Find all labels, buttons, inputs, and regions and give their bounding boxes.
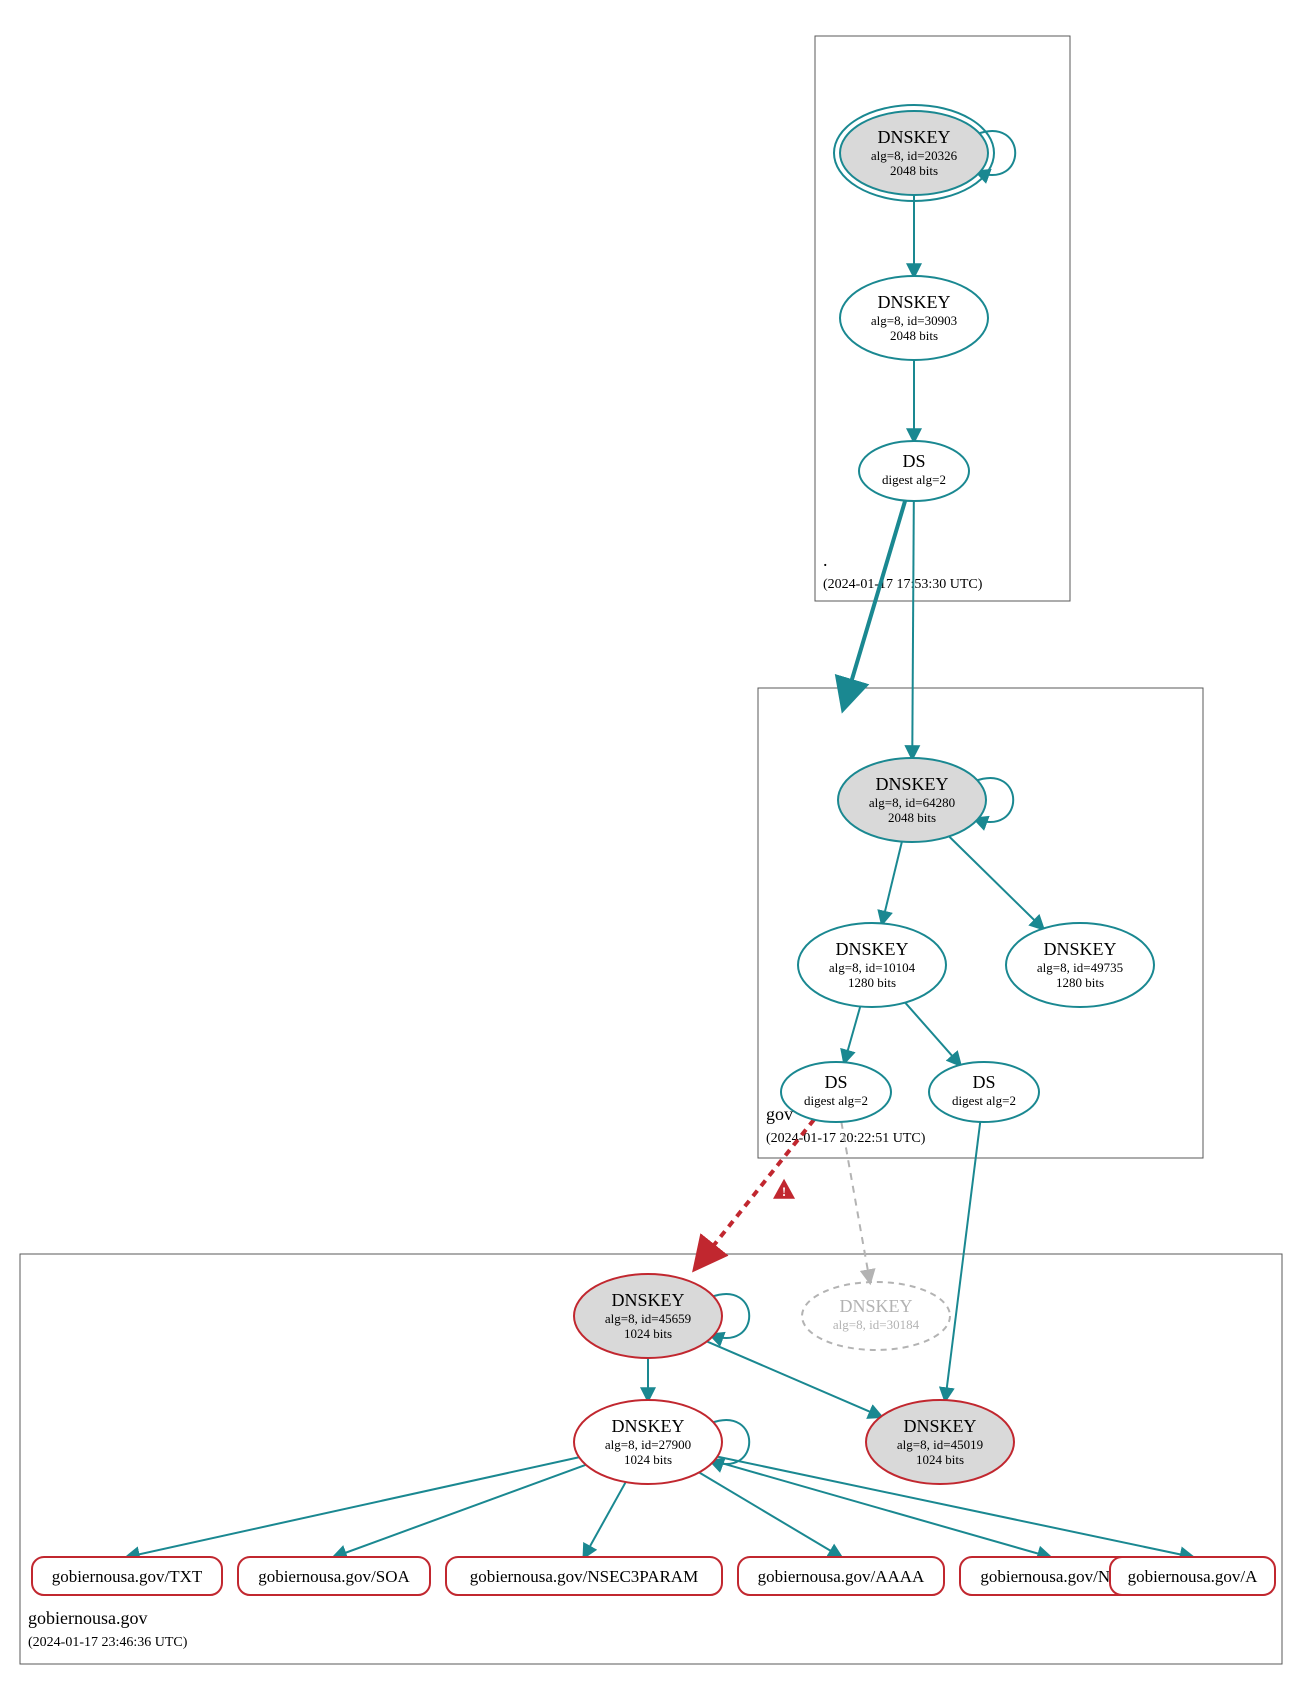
node-title: DNSKEY [1043,939,1116,959]
node-title: DNSKEY [903,1416,976,1436]
record-label: gobiernousa.gov/AAAA [758,1567,925,1586]
node-root_ds: DSdigest alg=2 [859,441,969,501]
edge [949,836,1043,928]
node-title: DNSKEY [839,1296,912,1316]
edge [127,1457,579,1557]
node-sub1: alg=8, id=49735 [1037,960,1123,975]
node-sub2: 1024 bits [624,1326,672,1341]
edge [699,1472,841,1557]
record-rec_txt: gobiernousa.gov/TXT [32,1557,222,1595]
edge [334,1465,586,1557]
node-gob_ksk2: DNSKEYalg=8, id=450191024 bits [866,1400,1014,1484]
zone-label: gobiernousa.gov [28,1608,147,1628]
record-rec_aaaa: gobiernousa.gov/AAAA [738,1557,944,1595]
edge [844,1006,860,1062]
record-label: gobiernousa.gov/NS [980,1567,1119,1586]
node-gob_ksk: DNSKEYalg=8, id=456591024 bits [574,1274,722,1358]
node-title: DNSKEY [835,939,908,959]
edge [714,1461,1050,1557]
node-sub2: 2048 bits [888,810,936,825]
edge [584,1482,626,1557]
record-rec_soa: gobiernousa.gov/SOA [238,1557,430,1595]
node-sub2: 1024 bits [624,1452,672,1467]
node-sub1: digest alg=2 [804,1093,868,1108]
node-title: DS [972,1072,995,1092]
zone-timestamp: (2024-01-17 20:22:51 UTC) [766,1131,926,1146]
record-label: gobiernousa.gov/SOA [258,1567,410,1586]
node-sub1: alg=8, id=45659 [605,1311,691,1326]
zone-label: . [823,550,828,570]
node-gov_ksk: DNSKEYalg=8, id=642802048 bits [838,758,986,842]
node-sub1: alg=8, id=45019 [897,1437,983,1452]
node-root_zsk: DNSKEYalg=8, id=309032048 bits [840,276,988,360]
record-label: gobiernousa.gov/TXT [52,1567,203,1586]
record-label: gobiernousa.gov/A [1128,1567,1259,1586]
node-sub1: digest alg=2 [882,472,946,487]
node-title: DNSKEY [875,774,948,794]
node-sub2: 2048 bits [890,163,938,178]
svg-text:!: ! [782,1184,786,1199]
node-sub1: alg=8, id=30184 [833,1317,920,1332]
node-sub2: 1280 bits [848,975,896,990]
zone-timestamp: (2024-01-17 23:46:36 UTC) [28,1635,188,1650]
node-gov_zsk1: DNSKEYalg=8, id=101041280 bits [798,923,946,1007]
node-gov_zsk2: DNSKEYalg=8, id=497351280 bits [1006,923,1154,1007]
edge [882,842,902,924]
node-sub2: 1024 bits [916,1452,964,1467]
node-root_ksk: DNSKEYalg=8, id=203262048 bits [834,105,994,201]
node-gov_ds1: DSdigest alg=2 [781,1062,891,1122]
zone-timestamp: (2024-01-17 17:53:30 UTC) [823,577,983,592]
node-sub1: digest alg=2 [952,1093,1016,1108]
node-title: DNSKEY [877,127,950,147]
edge [707,1341,881,1416]
edge [945,1122,980,1400]
node-sub1: alg=8, id=30903 [871,313,957,328]
node-sub1: alg=8, id=64280 [869,795,955,810]
node-title: DS [902,451,925,471]
node-title: DNSKEY [611,1290,684,1310]
node-sub1: alg=8, id=27900 [605,1437,691,1452]
node-gob_faded: DNSKEYalg=8, id=30184 [802,1282,950,1350]
node-title: DNSKEY [877,292,950,312]
node-gob_zsk: DNSKEYalg=8, id=279001024 bits [574,1400,722,1484]
node-sub2: 1280 bits [1056,975,1104,990]
edge [905,1003,960,1065]
node-title: DNSKEY [611,1416,684,1436]
record-rec_nsec: gobiernousa.gov/NSEC3PARAM [446,1557,722,1595]
edge [912,501,914,758]
node-sub2: 2048 bits [890,328,938,343]
edge [850,501,905,686]
nodes-layer: DNSKEYalg=8, id=203262048 bitsDNSKEYalg=… [32,105,1275,1595]
node-sub1: alg=8, id=10104 [829,960,916,975]
node-gov_ds2: DSdigest alg=2 [929,1062,1039,1122]
record-label: gobiernousa.gov/NSEC3PARAM [470,1567,698,1586]
node-title: DS [824,1072,847,1092]
node-sub1: alg=8, id=20326 [871,148,958,163]
record-rec_a: gobiernousa.gov/A [1110,1557,1275,1595]
dnssec-diagram: .(2024-01-17 17:53:30 UTC)gov(2024-01-17… [0,0,1301,1690]
